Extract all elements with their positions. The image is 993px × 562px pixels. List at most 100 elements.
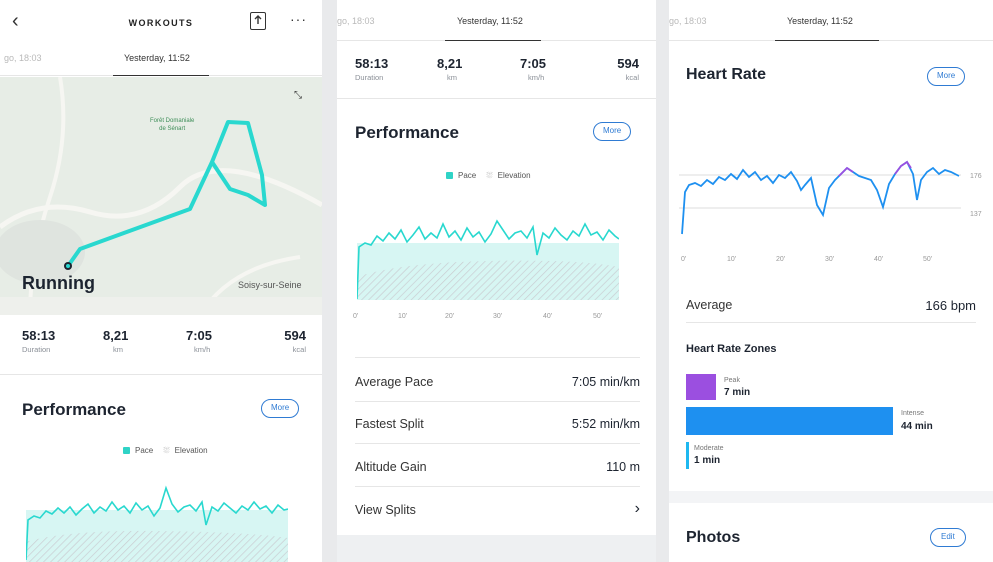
zone-intense-value: 44 min	[901, 421, 933, 432]
heart-rate-chart	[679, 160, 961, 235]
more-dots-icon[interactable]: ···	[290, 11, 307, 27]
date-selector: go, 18:03 Yesterday, 11:52	[337, 5, 656, 41]
stat-label: kcal	[292, 345, 306, 354]
row-label: Average	[686, 298, 733, 312]
pace-legend-icon	[123, 447, 130, 454]
x-tick: 0'	[353, 313, 359, 320]
stat-duration: 58:13 Duration	[22, 328, 92, 354]
page-title: WORKOUTS	[128, 18, 194, 28]
date-underline	[445, 39, 541, 41]
stats-row: 58:13 Duration 8,21 km 7:05 km/h 594 kca…	[0, 316, 322, 374]
date-previous[interactable]: go, 18:03	[4, 53, 42, 63]
divider	[355, 357, 640, 358]
row-value: 5:52 min/km	[571, 417, 640, 431]
pace-chart-small	[26, 485, 288, 562]
nav-bar: ‹ WORKOUTS ···	[0, 0, 322, 42]
stat-value: 594	[617, 56, 639, 71]
map-town-label: Soisy-sur-Seine	[238, 280, 302, 290]
stat-speed: 7:05 km/h	[186, 328, 256, 354]
performance-more-button[interactable]: More	[261, 399, 300, 418]
view-splits-link[interactable]: View Splits ›	[355, 490, 640, 530]
performance-title: Performance	[355, 123, 459, 142]
route-map[interactable]	[0, 77, 322, 315]
stat-value: 58:13	[22, 328, 56, 343]
heart-rate-title: Heart Rate	[686, 66, 767, 83]
stat-label: km/h	[194, 345, 211, 354]
row-label: View Splits	[355, 503, 416, 517]
zones-title: Heart Rate Zones	[686, 343, 777, 355]
pace-chart	[357, 219, 619, 300]
photos-title: Photos	[686, 529, 741, 546]
hr-tick-176: 176	[970, 173, 982, 180]
row-average-pace: Average Pace 7:05 min/km	[355, 362, 640, 402]
x-tick: 40'	[543, 313, 553, 320]
stat-distance: 8,21 km	[437, 56, 507, 82]
legend-elevation: Elevation	[174, 446, 208, 455]
divider	[337, 98, 656, 99]
stat-duration: 58:13 Duration	[355, 56, 425, 82]
zone-peak-label: Peak	[724, 377, 740, 384]
stat-value: 594	[284, 328, 306, 343]
photos-edit-button[interactable]: Edit	[930, 528, 966, 547]
x-tick: 50'	[923, 256, 933, 263]
row-altitude-gain: Altitude Gain 110 m	[355, 447, 640, 487]
stat-label: kcal	[625, 73, 639, 82]
date-selector: go, 18:03 Yesterday, 11:52	[669, 5, 993, 41]
map-forest-label: Forêt Domaniale de Sénart	[150, 117, 194, 133]
chart-legend: Pace ⛆ Elevation	[446, 171, 531, 181]
stat-label: km/h	[528, 73, 545, 82]
legend-elevation: Elevation	[497, 171, 531, 180]
x-tick: 0'	[681, 256, 687, 263]
date-previous[interactable]: go, 18:03	[669, 16, 707, 26]
stat-value: 7:05	[186, 328, 213, 343]
stat-distance: 8,21 km	[103, 328, 173, 354]
hatch-legend-icon: ⛆	[486, 171, 493, 180]
expand-icon[interactable]: ⤡	[294, 90, 302, 101]
date-previous[interactable]: go, 18:03	[337, 16, 375, 26]
stat-value: 8,21	[103, 328, 129, 343]
zone-moderate-bar	[686, 442, 689, 469]
zone-peak-bar	[686, 374, 716, 400]
stat-label: Duration	[355, 73, 384, 82]
zone-intense-bar	[686, 407, 893, 435]
forest-name-1: Forêt Domaniale	[150, 118, 195, 124]
divider	[0, 374, 322, 375]
x-tick: 30'	[825, 256, 835, 263]
x-tick: 20'	[445, 313, 455, 320]
date-underline	[775, 39, 879, 41]
heart-rate-more-button[interactable]: More	[927, 67, 966, 86]
x-tick: 10'	[727, 256, 737, 263]
x-tick: 40'	[874, 256, 884, 263]
legend-pace: Pace	[458, 171, 477, 180]
zone-moderate-label: Moderate	[694, 445, 724, 452]
row-fastest-split: Fastest Split 5:52 min/km	[355, 404, 640, 444]
chevron-left-icon[interactable]: ‹	[12, 10, 19, 32]
legend-pace: Pace	[135, 446, 154, 455]
zone-moderate-value: 1 min	[694, 455, 721, 466]
date-current[interactable]: Yesterday, 11:52	[124, 53, 190, 63]
stat-speed: 7:05 km/h	[520, 56, 590, 82]
zone-intense-label: Intense	[901, 410, 924, 417]
performance-title: Performance	[22, 400, 126, 419]
heart-rate-screen: go, 18:03 Yesterday, 11:52 Heart Rate Mo…	[669, 0, 993, 562]
x-tick: 20'	[776, 256, 786, 263]
row-value: 110 m	[606, 460, 640, 474]
stat-calories: 594 kcal	[569, 56, 639, 82]
row-label: Fastest Split	[355, 417, 424, 431]
hr-tick-137: 137	[970, 211, 982, 218]
section-gap	[337, 535, 656, 562]
row-label: Altitude Gain	[355, 460, 427, 474]
row-value: 166 bpm	[925, 298, 976, 313]
date-underline	[113, 74, 209, 76]
date-selector: go, 18:03 Yesterday, 11:52	[0, 42, 322, 76]
pace-legend-icon	[446, 172, 453, 179]
stats-row: 58:13 Duration 8,21 km 7:05 km/h 594 kca…	[337, 44, 656, 102]
chevron-right-icon: ›	[634, 500, 640, 517]
stat-value: 8,21	[437, 56, 463, 71]
stat-label: Duration	[22, 345, 51, 354]
zone-peak-value: 7 min	[724, 387, 751, 398]
date-current[interactable]: Yesterday, 11:52	[457, 16, 523, 26]
share-icon[interactable]	[250, 12, 266, 30]
date-current[interactable]: Yesterday, 11:52	[787, 16, 853, 26]
performance-more-button[interactable]: More	[593, 122, 632, 141]
